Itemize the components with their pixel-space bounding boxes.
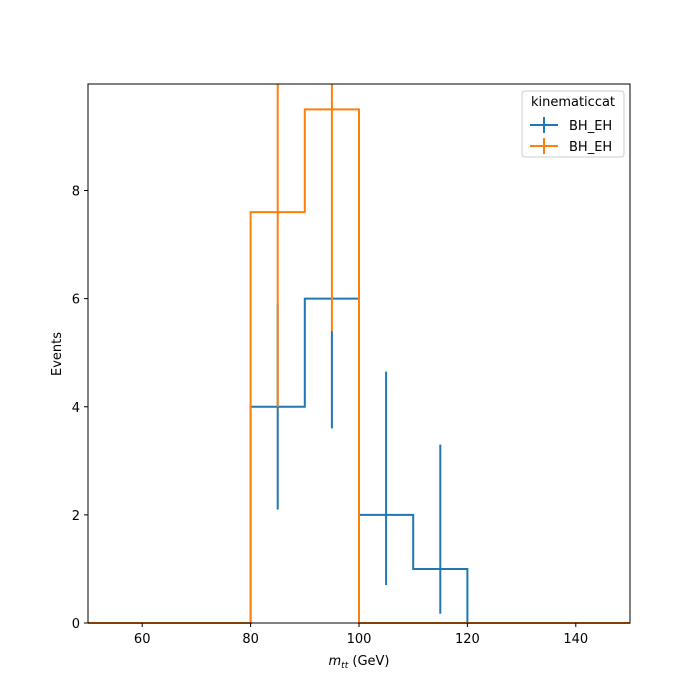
x-tick-label: 140 — [563, 632, 588, 647]
legend-box — [521, 90, 625, 158]
legend-label-2: BH_EH — [569, 140, 612, 155]
y-tick-label: 8 — [72, 185, 80, 200]
y-tick-label: 2 — [72, 509, 80, 524]
x-tick-label: 60 — [134, 632, 151, 647]
y-tick-label: 6 — [72, 293, 80, 308]
x-tick-label: 120 — [455, 632, 480, 647]
x-tick-label: 80 — [242, 632, 259, 647]
y-axis-label: Events — [50, 332, 65, 376]
legend-entries: BH_EH BH_EH — [530, 117, 612, 155]
x-axis-ticks: 60 80 100 120 140 — [134, 623, 588, 647]
y-axis-ticks: 0 2 4 6 8 — [72, 185, 88, 632]
x-tick-label: 100 — [347, 632, 372, 647]
legend: kinematiccat BH_EH BH_EH — [521, 90, 625, 158]
y-tick-label: 0 — [72, 617, 80, 632]
legend-label-1: BH_EH — [569, 119, 612, 134]
legend-title: kinematiccat — [531, 95, 615, 110]
y-tick-label: 4 — [72, 401, 80, 416]
x-axis-label: mtt (GeV) — [329, 654, 390, 671]
